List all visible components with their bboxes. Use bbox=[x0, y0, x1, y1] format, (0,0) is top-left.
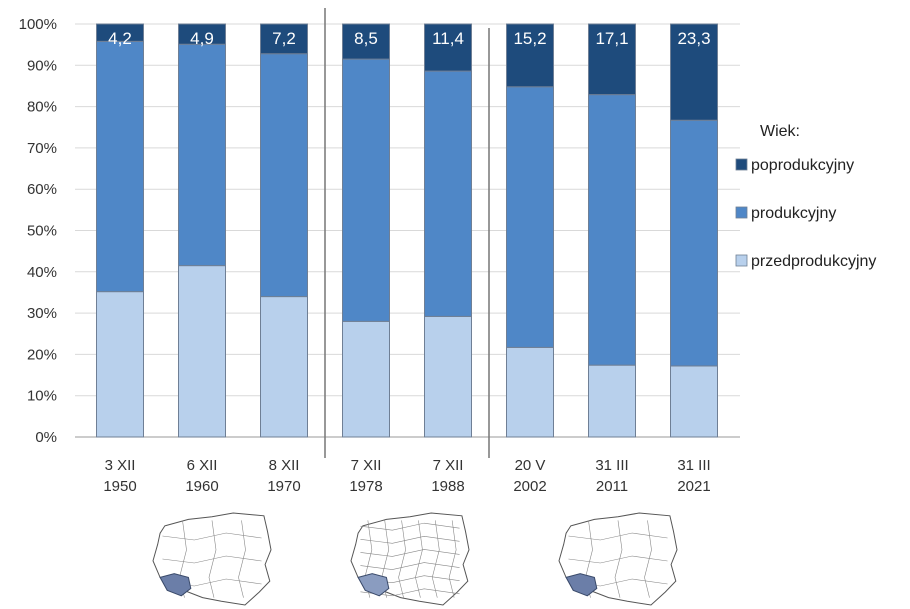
bar-segment-przedprodukcyjny bbox=[178, 265, 226, 438]
bar-segment-produkcyjny bbox=[178, 43, 226, 267]
bar-segment-produkcyjny bbox=[424, 70, 472, 317]
data-label: 15,2 bbox=[513, 29, 546, 48]
legend-title: Wiek: bbox=[760, 123, 800, 140]
period-separators bbox=[324, 8, 490, 458]
legend-swatch bbox=[735, 206, 748, 219]
poland-map-icon bbox=[558, 512, 678, 606]
legend-label: produkcyjny bbox=[751, 205, 836, 222]
x-tick-label: 7 XII bbox=[433, 457, 464, 474]
data-label: 4,2 bbox=[108, 29, 132, 48]
x-tick-label: 1960 bbox=[185, 478, 218, 495]
bar-segment-poprodukcyjny bbox=[670, 23, 718, 121]
x-tick-label: 31 III bbox=[677, 457, 710, 474]
data-label: 8,5 bbox=[354, 29, 378, 48]
bar-segment-produkcyjny bbox=[506, 86, 554, 348]
bar-segment-produkcyjny bbox=[670, 119, 718, 367]
poland-map-icon bbox=[350, 512, 470, 606]
y-tick-label: 70% bbox=[27, 140, 57, 157]
gridlines bbox=[75, 23, 740, 438]
y-tick-label: 80% bbox=[27, 99, 57, 116]
legend: Wiek: poprodukcyjny produkcyjny przedproduk… bbox=[735, 123, 876, 270]
bar-segment-przedprodukcyjny bbox=[588, 364, 636, 438]
y-tick-label: 40% bbox=[27, 264, 57, 281]
y-axis: 0% 10% 20% 30% 40% 50% 60% 70% 80% 90% 100% bbox=[19, 16, 57, 446]
bar-segment-produkcyjny bbox=[96, 40, 144, 293]
bar-segment-przedprodukcyjny bbox=[96, 291, 144, 438]
bar-segment-przedprodukcyjny bbox=[260, 296, 308, 438]
legend-label: przedprodukcyjny bbox=[751, 253, 876, 270]
bar-segment-przedprodukcyjny bbox=[342, 320, 390, 438]
bar-segment-produkcyjny bbox=[342, 58, 390, 322]
bar-segment-produkcyjny bbox=[588, 94, 636, 366]
legend-swatch bbox=[735, 158, 748, 171]
y-tick-label: 90% bbox=[27, 57, 57, 74]
x-tick-label: 1978 bbox=[349, 478, 382, 495]
bar-segment-przedprodukcyjny bbox=[424, 315, 472, 438]
x-tick-label: 6 XII bbox=[187, 457, 218, 474]
region-maps bbox=[152, 512, 678, 606]
legend-swatch bbox=[735, 254, 748, 267]
bar-segment-poprodukcyjny bbox=[588, 23, 636, 96]
y-tick-label: 0% bbox=[35, 429, 57, 446]
bar-segment-przedprodukcyjny bbox=[506, 346, 554, 438]
x-tick-label: 1970 bbox=[267, 478, 300, 495]
x-tick-label: 8 XII bbox=[269, 457, 300, 474]
x-tick-label: 20 V bbox=[515, 457, 546, 474]
y-tick-label: 20% bbox=[27, 346, 57, 363]
data-label: 11,4 bbox=[432, 29, 464, 48]
bar-segment-poprodukcyjny bbox=[260, 23, 308, 55]
x-axis: 3 XII 1950 6 XII 1960 8 XII 1970 7 XII 1978 7 XI… bbox=[103, 457, 710, 495]
y-tick-label: 30% bbox=[27, 305, 57, 322]
y-tick-label: 100% bbox=[19, 16, 57, 33]
data-label: 4,9 bbox=[190, 29, 214, 48]
x-tick-label: 7 XII bbox=[351, 457, 382, 474]
x-tick-label: 2021 bbox=[677, 478, 710, 495]
x-tick-label: 1988 bbox=[431, 478, 464, 495]
bar-segment-poprodukcyjny bbox=[424, 23, 472, 72]
bar-segment-poprodukcyjny bbox=[506, 23, 554, 88]
y-tick-label: 50% bbox=[27, 223, 57, 240]
bars: 4,2 4,9 7,2 8,5 11,4 15,2 17,1 23,3 bbox=[96, 23, 718, 438]
bar-segment-poprodukcyjny bbox=[342, 23, 390, 60]
x-tick-label: 31 III bbox=[595, 457, 628, 474]
data-label: 7,2 bbox=[272, 29, 296, 48]
data-label: 17,1 bbox=[595, 29, 628, 48]
x-tick-label: 3 XII bbox=[105, 457, 136, 474]
data-label: 23,3 bbox=[677, 29, 710, 48]
poland-map-icon bbox=[152, 512, 272, 606]
bar-segment-przedprodukcyjny bbox=[670, 365, 718, 438]
bar-segment-produkcyjny bbox=[260, 53, 308, 298]
x-tick-label: 1950 bbox=[103, 478, 136, 495]
y-tick-label: 10% bbox=[27, 388, 57, 405]
legend-label: poprodukcyjny bbox=[751, 157, 854, 174]
bar-segment-poprodukcyjny bbox=[96, 23, 144, 42]
bar-segment-poprodukcyjny bbox=[178, 23, 226, 45]
x-tick-label: 2002 bbox=[513, 478, 546, 495]
y-tick-label: 60% bbox=[27, 181, 57, 198]
x-tick-label: 2011 bbox=[596, 478, 628, 495]
